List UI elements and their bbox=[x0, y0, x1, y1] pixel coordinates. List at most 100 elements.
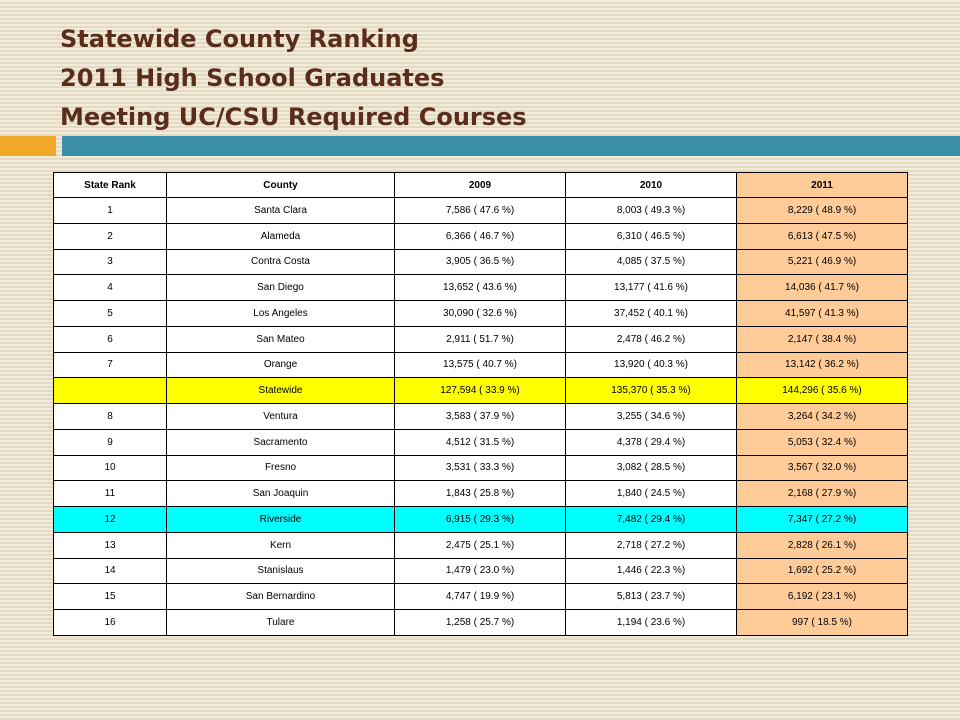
title-line-2: 2011 High School Graduates bbox=[60, 64, 445, 92]
cell-2011: 7,347 ( 27.2 %) bbox=[736, 506, 908, 533]
cell-rank: 16 bbox=[53, 609, 167, 636]
cell-2009: 4,747 ( 19.9 %) bbox=[394, 583, 566, 610]
header-row: State Rank County 2009 2010 2011 bbox=[53, 172, 908, 198]
cell-2011: 2,147 ( 38.4 %) bbox=[736, 325, 908, 353]
title-line-3: Meeting UC/CSU Required Courses bbox=[60, 103, 527, 131]
table-row: 8 Ventura 3,583 ( 37.9 %) 3,255 ( 34.6 %) 3,… bbox=[53, 403, 908, 430]
table-row: 13 Kern 2,475 ( 25.1 %) 2,718 ( 27.2 %) 2,82… bbox=[53, 531, 908, 559]
cell-2011: 14,036 ( 41.7 %) bbox=[736, 274, 908, 301]
cell-2011: 5,053 ( 32.4 %) bbox=[736, 428, 908, 456]
cell-2010: 3,082 ( 28.5 %) bbox=[565, 454, 737, 482]
cell-2009: 6,366 ( 46.7 %) bbox=[394, 222, 566, 250]
cell-county: Fresno bbox=[166, 454, 395, 482]
table-row: 16 Tulare 1,258 ( 25.7 %) 1,194 ( 23.6 %) 99… bbox=[53, 609, 908, 636]
cell-2011: 6,192 ( 23.1 %) bbox=[736, 583, 908, 610]
cell-2009: 1,479 ( 23.0 %) bbox=[394, 557, 566, 585]
cell-county: Kern bbox=[166, 531, 395, 559]
cell-2010: 1,194 ( 23.6 %) bbox=[565, 609, 737, 636]
cell-2010: 13,920 ( 40.3 %) bbox=[565, 351, 737, 379]
cell-2010: 8,003 ( 49.3 %) bbox=[565, 197, 737, 224]
table-row: 2 Alameda 6,366 ( 46.7 %) 6,310 ( 46.5 %) 6,… bbox=[53, 222, 908, 250]
table-row: 4 San Diego 13,652 ( 43.6 %) 13,177 ( 41.6 … bbox=[53, 274, 908, 301]
cell-2009: 1,258 ( 25.7 %) bbox=[394, 609, 566, 636]
cell-county: Sacramento bbox=[166, 428, 395, 456]
cell-2011: 8,229 ( 48.9 %) bbox=[736, 197, 908, 224]
cell-2010: 13,177 ( 41.6 %) bbox=[565, 274, 737, 301]
cell-2010: 1,446 ( 22.3 %) bbox=[565, 557, 737, 585]
cell-county: Los Angeles bbox=[166, 300, 395, 327]
cell-2009: 3,905 ( 36.5 %) bbox=[394, 248, 566, 276]
table-row: 1 Santa Clara 7,586 ( 47.6 %) 8,003 ( 49.3 … bbox=[53, 197, 908, 224]
cell-rank: 2 bbox=[53, 222, 167, 250]
cell-2009: 1,843 ( 25.8 %) bbox=[394, 480, 566, 507]
cell-2011: 41,597 ( 41.3 %) bbox=[736, 300, 908, 327]
cell-2010: 1,840 ( 24.5 %) bbox=[565, 480, 737, 507]
cell-2009: 7,586 ( 47.6 %) bbox=[394, 197, 566, 224]
table-row: 5 Los Angeles 30,090 ( 32.6 %) 37,452 ( 40.… bbox=[53, 300, 908, 327]
cell-county: Riverside bbox=[166, 506, 395, 533]
header-county: County bbox=[166, 172, 395, 198]
cell-rank: 1 bbox=[53, 197, 167, 224]
cell-county: Stanislaus bbox=[166, 557, 395, 585]
cell-2011: 13,142 ( 36.2 %) bbox=[736, 351, 908, 379]
ranking-table-container: State Rank County 2009 2010 2011 1 Santa … bbox=[53, 172, 908, 636]
header-2009: 2009 bbox=[394, 172, 566, 198]
cell-2009: 3,583 ( 37.9 %) bbox=[394, 403, 566, 430]
cell-rank: 8 bbox=[53, 403, 167, 430]
cell-county: San Diego bbox=[166, 274, 395, 301]
cell-county: San Bernardino bbox=[166, 583, 395, 610]
cell-2011: 144,296 ( 35.6 %) bbox=[736, 377, 908, 404]
cell-2010: 4,378 ( 29.4 %) bbox=[565, 428, 737, 456]
accent-bar-orange bbox=[0, 136, 56, 156]
table-row: 11 San Joaquin 1,843 ( 25.8 %) 1,840 ( 24.5… bbox=[53, 480, 908, 507]
cell-2011: 3,264 ( 34.2 %) bbox=[736, 403, 908, 430]
table-row-statewide: Statewide 127,594 ( 33.9 %) 135,370 ( 35.3… bbox=[53, 377, 908, 404]
table-row: 3 Contra Costa 3,905 ( 36.5 %) 4,085 ( 37.5… bbox=[53, 248, 908, 276]
cell-county: Ventura bbox=[166, 403, 395, 430]
cell-2009: 2,475 ( 25.1 %) bbox=[394, 531, 566, 559]
cell-2009: 30,090 ( 32.6 %) bbox=[394, 300, 566, 327]
cell-county: Statewide bbox=[166, 377, 395, 404]
title-line-1: Statewide County Ranking bbox=[60, 25, 419, 53]
cell-2011: 3,567 ( 32.0 %) bbox=[736, 454, 908, 482]
cell-rank: 7 bbox=[53, 351, 167, 379]
table-row: 7 Orange 13,575 ( 40.7 %) 13,920 ( 40.3 %) 1… bbox=[53, 351, 908, 379]
ranking-table: State Rank County 2009 2010 2011 1 Santa … bbox=[53, 172, 908, 636]
cell-2009: 13,652 ( 43.6 %) bbox=[394, 274, 566, 301]
cell-county: San Joaquin bbox=[166, 480, 395, 507]
cell-2009: 127,594 ( 33.9 %) bbox=[394, 377, 566, 404]
cell-county: Contra Costa bbox=[166, 248, 395, 276]
cell-county: Tulare bbox=[166, 609, 395, 636]
table-row-riverside: 12 Riverside 6,915 ( 29.3 %) 7,482 ( 29.4 %… bbox=[53, 506, 908, 533]
table-row: 15 San Bernardino 4,747 ( 19.9 %) 5,813 ( 2… bbox=[53, 583, 908, 610]
cell-2011: 997 ( 18.5 %) bbox=[736, 609, 908, 636]
cell-2010: 5,813 ( 23.7 %) bbox=[565, 583, 737, 610]
cell-rank: 13 bbox=[53, 531, 167, 559]
cell-2011: 1,692 ( 25.2 %) bbox=[736, 557, 908, 585]
cell-2010: 135,370 ( 35.3 %) bbox=[565, 377, 737, 404]
cell-2011: 6,613 ( 47.5 %) bbox=[736, 222, 908, 250]
table-row: 6 San Mateo 2,911 ( 51.7 %) 2,478 ( 46.2 %)… bbox=[53, 325, 908, 353]
cell-rank: 3 bbox=[53, 248, 167, 276]
cell-county: Orange bbox=[166, 351, 395, 379]
cell-2010: 37,452 ( 40.1 %) bbox=[565, 300, 737, 327]
cell-2011: 2,828 ( 26.1 %) bbox=[736, 531, 908, 559]
cell-rank: 6 bbox=[53, 325, 167, 353]
table-row: 14 Stanislaus 1,479 ( 23.0 %) 1,446 ( 22.3 … bbox=[53, 557, 908, 585]
cell-rank: 11 bbox=[53, 480, 167, 507]
cell-county: Santa Clara bbox=[166, 197, 395, 224]
cell-2010: 4,085 ( 37.5 %) bbox=[565, 248, 737, 276]
cell-rank: 5 bbox=[53, 300, 167, 327]
slide-title: Statewide County Ranking 2011 High Schoo… bbox=[60, 20, 940, 137]
cell-rank: 4 bbox=[53, 274, 167, 301]
cell-2011: 5,221 ( 46.9 %) bbox=[736, 248, 908, 276]
accent-bar-teal bbox=[62, 136, 960, 156]
table-row: 9 Sacramento 4,512 ( 31.5 %) 4,378 ( 29.4 %… bbox=[53, 428, 908, 456]
cell-rank bbox=[53, 377, 167, 404]
cell-2010: 2,718 ( 27.2 %) bbox=[565, 531, 737, 559]
header-2010: 2010 bbox=[565, 172, 737, 198]
cell-rank: 10 bbox=[53, 454, 167, 482]
cell-2010: 3,255 ( 34.6 %) bbox=[565, 403, 737, 430]
cell-rank: 12 bbox=[53, 506, 167, 533]
cell-2010: 6,310 ( 46.5 %) bbox=[565, 222, 737, 250]
